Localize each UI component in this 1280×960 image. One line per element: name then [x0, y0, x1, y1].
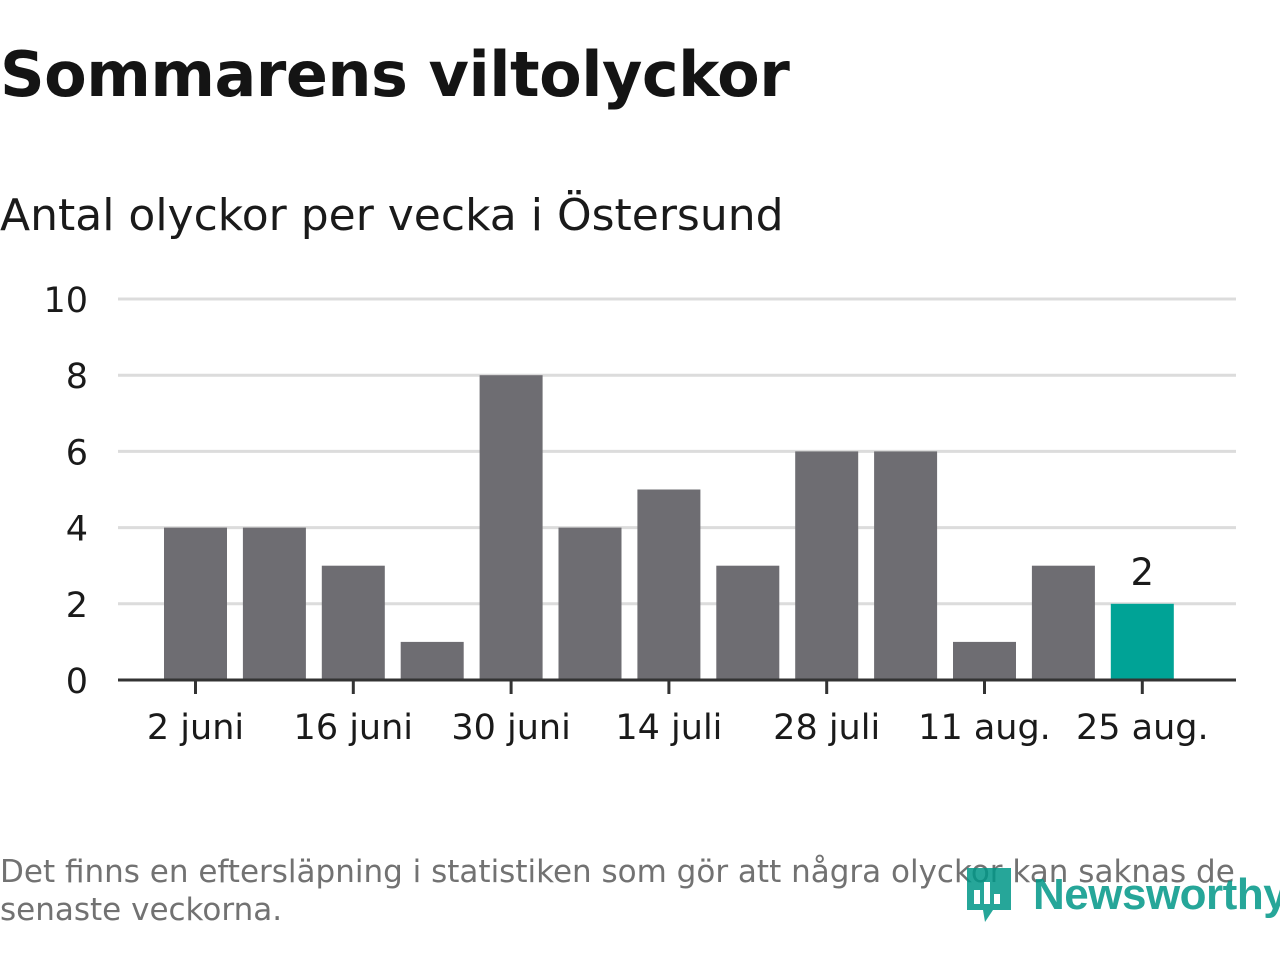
- bar: [1110, 603, 1174, 680]
- bar: [874, 451, 938, 680]
- bar: [558, 527, 622, 680]
- y-tick-label: 0: [66, 662, 88, 702]
- x-tick-label: 11 aug.: [918, 708, 1051, 748]
- x-tick-label: 16 juni: [294, 708, 413, 748]
- bar: [400, 641, 464, 680]
- y-tick-label: 2: [66, 586, 88, 626]
- data-label: 2: [1131, 551, 1155, 594]
- x-tick-label: 25 aug.: [1076, 708, 1209, 748]
- bar: [637, 489, 701, 680]
- bar: [242, 527, 306, 680]
- bar: [321, 565, 385, 680]
- chart-subtitle: Antal olyckor per vecka i Östersund: [0, 190, 784, 241]
- y-tick-label: 6: [66, 433, 88, 473]
- y-tick-label: 4: [66, 510, 88, 550]
- y-tick-label: 8: [66, 357, 88, 397]
- bar-chart-bubble-icon: [967, 868, 1011, 922]
- bar: [953, 641, 1016, 680]
- x-tick-label: 28 juli: [773, 708, 880, 748]
- chart-title: Sommarens viltolyckor: [0, 38, 790, 111]
- bar: [164, 527, 227, 680]
- y-tick-label: 10: [43, 281, 88, 321]
- bar: [479, 375, 543, 680]
- footnote: Det finns en eftersläpning i statistiken…: [0, 854, 1235, 928]
- bar: [716, 565, 780, 680]
- bar-chart: 0 2 4 6 8 10 2 2 juni 16 juni 30 juni 14 juli 28 ju…: [43, 281, 1236, 748]
- brand-name: Newsworthy: [1033, 870, 1280, 919]
- x-tick-label: 14 juli: [615, 708, 722, 748]
- newsworthy-logo: Newsworthy: [963, 862, 1280, 928]
- x-tick-label: 30 juni: [451, 708, 570, 748]
- x-tick-label: 2 juni: [147, 708, 244, 748]
- bar: [795, 451, 859, 680]
- bar: [1031, 565, 1095, 680]
